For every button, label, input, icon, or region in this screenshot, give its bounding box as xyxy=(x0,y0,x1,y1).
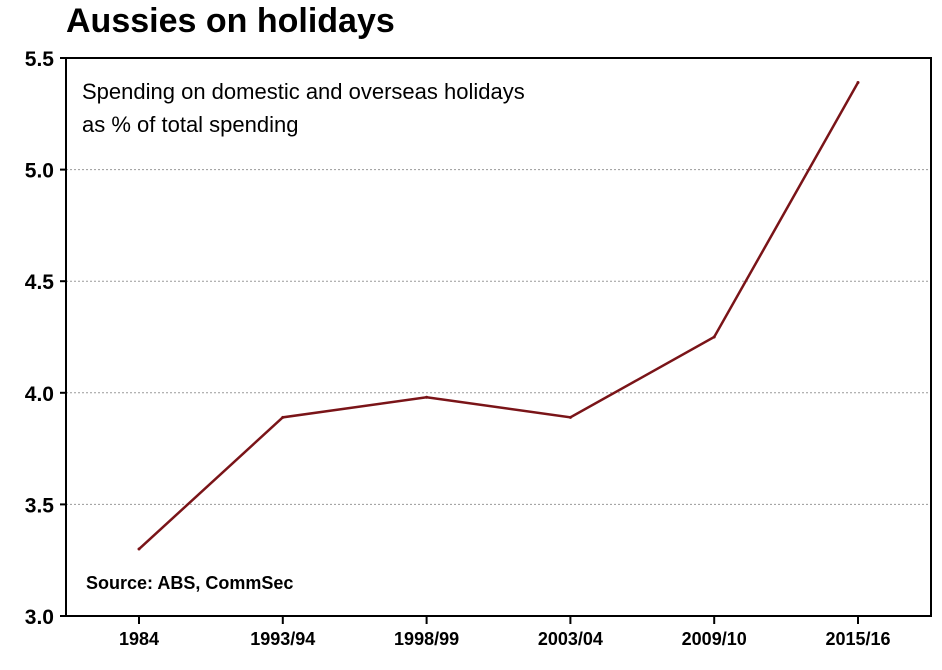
data-point xyxy=(137,547,141,551)
data-point xyxy=(425,395,429,399)
plot-frame xyxy=(65,57,932,617)
data-point xyxy=(856,81,860,85)
data-point xyxy=(281,415,285,419)
x-axis-ticks: 1984 1993/94 1998/99 2003/04 2009/10 2015/16 xyxy=(119,616,891,649)
source-note: Source: ABS, CommSec xyxy=(86,573,293,593)
subtitle-line-1: Spending on domestic and overseas holida… xyxy=(82,79,525,104)
data-point xyxy=(568,415,572,419)
subtitle-line-2: as % of total spending xyxy=(82,112,298,137)
y-tick-label: 5.0 xyxy=(25,160,54,183)
y-tick-label: 3.0 xyxy=(25,606,54,629)
x-tick-label: 2009/10 xyxy=(682,629,747,649)
chart-title: Aussies on holidays xyxy=(66,2,395,40)
x-tick-label: 1998/99 xyxy=(394,629,459,649)
y-axis-ticks: 3.0 3.5 4.0 4.5 5.0 5.5 xyxy=(25,48,66,629)
data-point xyxy=(712,335,716,339)
y-tick-label: 4.0 xyxy=(25,383,54,406)
x-tick-label: 2015/16 xyxy=(825,629,890,649)
y-tick-label: 5.5 xyxy=(25,48,55,71)
y-tick-label: 4.5 xyxy=(25,271,55,294)
y-tick-label: 3.5 xyxy=(25,494,55,517)
x-tick-label: 2003/04 xyxy=(538,629,603,649)
series-line xyxy=(138,81,860,550)
x-tick-label: 1993/94 xyxy=(250,629,315,649)
series-layer xyxy=(137,81,860,551)
x-tick-label: 1984 xyxy=(119,629,159,649)
gridlines xyxy=(66,169,931,505)
